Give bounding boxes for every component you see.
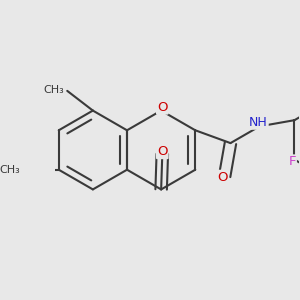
Text: O: O xyxy=(157,100,168,114)
Text: CH₃: CH₃ xyxy=(43,85,64,95)
Text: NH: NH xyxy=(249,116,268,129)
Text: O: O xyxy=(157,145,168,158)
Text: CH₃: CH₃ xyxy=(0,165,21,175)
Text: F: F xyxy=(288,155,296,168)
Text: O: O xyxy=(217,171,228,184)
